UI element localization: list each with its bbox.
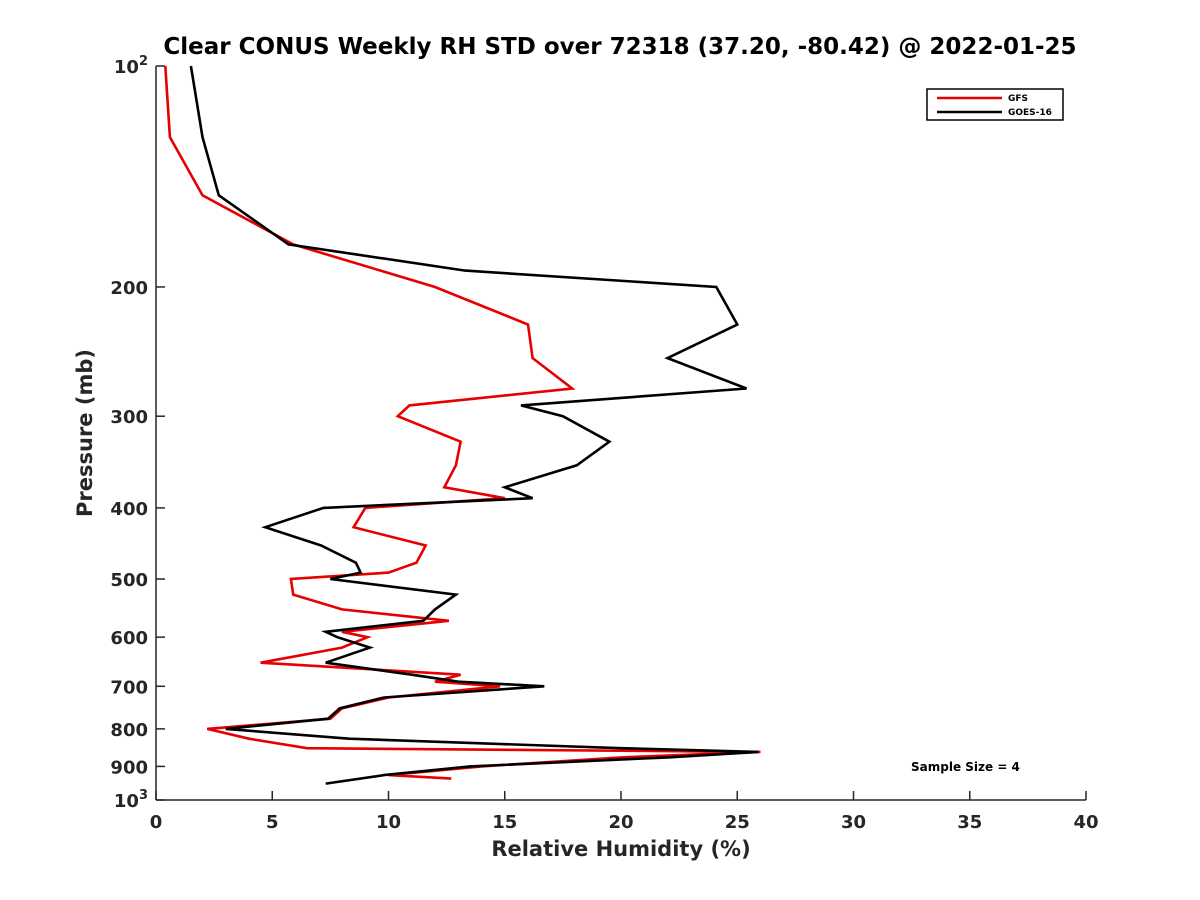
y-tick-label-base: 900	[110, 757, 148, 778]
x-tick-label: 20	[608, 812, 633, 833]
x-axis-label: Relative Humidity (%)	[491, 837, 750, 861]
y-tick-label: 900	[110, 757, 148, 778]
y-tick-label: 700	[110, 677, 148, 698]
y-tick-label-base: 800	[110, 720, 148, 741]
legend-box	[926, 88, 1064, 121]
y-tick-label-base: 400	[110, 499, 148, 520]
y-tick-label: 500	[110, 570, 148, 591]
x-tick-label: 10	[376, 812, 401, 833]
x-tick-label: 0	[150, 812, 163, 833]
x-tick-label: 40	[1073, 812, 1098, 833]
y-tick-label-base: 600	[110, 628, 148, 649]
x-tick-label: 15	[492, 812, 517, 833]
y-axis-label: Pressure (mb)	[73, 349, 97, 517]
y-tick-label-base: 10	[114, 57, 139, 78]
y-tick-label: 300	[110, 407, 148, 428]
y-tick-label-base: 10	[114, 791, 139, 812]
y-tick-label-base: 200	[110, 278, 148, 299]
x-tick-label: 30	[841, 812, 866, 833]
y-tick-label: 400	[110, 499, 148, 520]
y-tick-label: 103	[114, 788, 148, 812]
x-tick-label: 5	[266, 812, 279, 833]
legend-label: GOES-16	[1008, 108, 1052, 118]
series-line-goes-16	[189, 65, 759, 785]
y-tick-label: 102	[114, 54, 148, 78]
x-tick-label: 35	[957, 812, 982, 833]
legend-label: GFS	[1008, 94, 1028, 104]
y-tick-label-base: 300	[110, 407, 148, 428]
sample-size-annotation: Sample Size = 4	[911, 760, 1020, 774]
y-tick-label-base: 500	[110, 570, 148, 591]
legend: GFS GOES-16	[926, 88, 1064, 121]
y-tick-label: 200	[110, 278, 148, 299]
y-tick-label-base: 700	[110, 677, 148, 698]
series-lines	[164, 65, 761, 785]
y-tick-label: 600	[110, 628, 148, 649]
y-tick-label-exponent: 2	[139, 54, 148, 69]
y-tick-label-exponent: 3	[139, 788, 148, 803]
x-ticks: 0 5 10 15 20 25 30 35 40	[150, 791, 1099, 833]
series-line-gfs	[164, 65, 761, 780]
x-tick-label: 25	[725, 812, 750, 833]
chart-title: Clear CONUS Weekly RH STD over 72318 (37…	[163, 34, 1076, 60]
y-tick-label: 800	[110, 720, 148, 741]
